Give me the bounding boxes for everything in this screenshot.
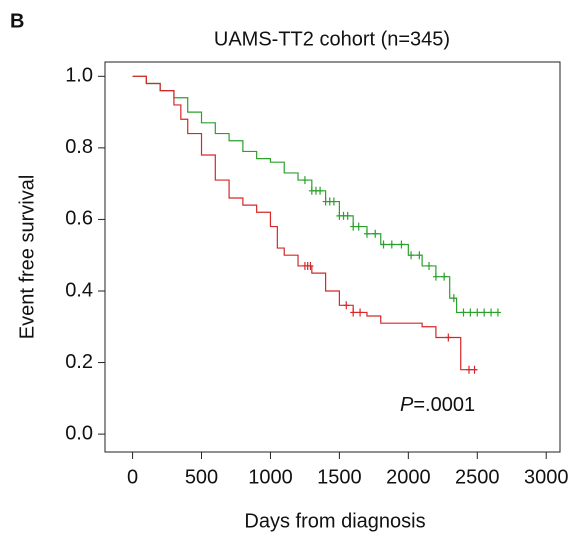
censor-mark bbox=[372, 229, 379, 238]
censor-mark bbox=[388, 240, 395, 249]
censor-mark bbox=[301, 176, 308, 185]
annotation-italic: P bbox=[400, 394, 414, 416]
censor-mark bbox=[494, 308, 501, 317]
censor-mark bbox=[408, 251, 415, 260]
censor-mark bbox=[350, 308, 357, 317]
x-tick-label: 500 bbox=[185, 466, 218, 488]
panel-label: B bbox=[10, 10, 24, 32]
survival-curve bbox=[132, 75, 478, 371]
censor-mark bbox=[344, 211, 351, 220]
censor-mark bbox=[467, 308, 474, 317]
y-tick-label: 0.8 bbox=[65, 136, 93, 158]
y-axis-label: Event free survival bbox=[16, 175, 38, 340]
x-tick-label: 0 bbox=[127, 466, 138, 488]
censor-mark bbox=[426, 261, 433, 270]
censor-mark bbox=[307, 261, 314, 270]
chart-title: UAMS-TT2 cohort (n=345) bbox=[214, 28, 450, 50]
survival-curve bbox=[132, 75, 498, 314]
censor-mark bbox=[363, 229, 370, 238]
annotation-text: =.0001 bbox=[413, 394, 475, 416]
censor-mark bbox=[350, 222, 357, 231]
annotation: P=.0001 bbox=[400, 394, 475, 416]
x-tick-label: 3000 bbox=[524, 466, 569, 488]
y-tick-label: 0.4 bbox=[65, 279, 93, 301]
censor-mark bbox=[432, 272, 439, 281]
censor-mark bbox=[466, 365, 472, 374]
x-tick-label: 1500 bbox=[317, 466, 362, 488]
censor-mark bbox=[474, 308, 481, 317]
y-tick-label: 0.0 bbox=[65, 422, 93, 444]
censor-mark bbox=[416, 251, 423, 260]
censor-mark bbox=[398, 240, 405, 249]
censor-mark bbox=[481, 308, 488, 317]
censor-mark bbox=[488, 308, 495, 317]
censor-mark bbox=[441, 272, 448, 281]
censor-mark bbox=[460, 308, 467, 317]
censor-mark bbox=[330, 197, 337, 206]
y-tick-label: 0.6 bbox=[65, 208, 93, 230]
censor-mark bbox=[317, 186, 324, 195]
x-tick-label: 2500 bbox=[455, 466, 500, 488]
censor-mark bbox=[380, 240, 387, 249]
censor-mark bbox=[471, 365, 478, 374]
y-tick-label: 1.0 bbox=[65, 65, 93, 87]
censor-mark bbox=[357, 308, 364, 317]
plot-frame bbox=[104, 61, 561, 453]
x-axis-label: Days from diagnosis bbox=[244, 510, 425, 532]
x-tick-label: 1000 bbox=[248, 466, 293, 488]
y-tick-label: 0.2 bbox=[65, 351, 93, 373]
censor-mark bbox=[445, 333, 452, 342]
censor-mark bbox=[355, 222, 362, 231]
censor-mark bbox=[450, 294, 457, 303]
x-tick-label: 2000 bbox=[386, 466, 431, 488]
censor-mark bbox=[343, 301, 350, 310]
